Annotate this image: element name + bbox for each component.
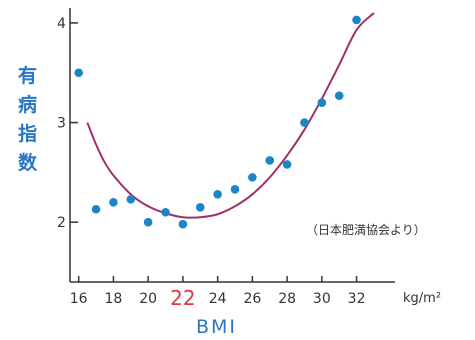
data-points xyxy=(74,15,361,229)
x-tick-label: 28 xyxy=(278,291,296,307)
y-axis-label-char: 数 xyxy=(18,151,38,174)
data-point xyxy=(74,68,83,78)
data-point xyxy=(334,91,344,100)
source-note: （日本肥満協会より） xyxy=(306,222,426,237)
y-axis-label: 有 病 指 数 xyxy=(18,64,38,174)
x-tick-label: 24 xyxy=(209,291,227,307)
data-point xyxy=(265,156,275,165)
x-tick-label: 32 xyxy=(348,291,366,307)
x-tick-label: 20 xyxy=(139,291,157,307)
x-axis-label: BMI xyxy=(196,316,237,338)
data-point xyxy=(248,173,257,182)
x-tick-label-highlight: 22 xyxy=(170,286,195,310)
y-ticks: 2 3 4 xyxy=(57,16,78,231)
data-point xyxy=(109,197,118,207)
x-ticks: 16 18 20 22 24 26 28 30 32 xyxy=(70,276,366,310)
y-tick-label: 3 xyxy=(57,116,66,132)
y-tick-label: 4 xyxy=(57,16,66,32)
x-tick-label: 16 xyxy=(70,291,88,307)
data-point xyxy=(300,118,309,127)
y-axis-label-char: 指 xyxy=(18,123,37,145)
data-point xyxy=(143,217,153,227)
data-point xyxy=(126,195,136,204)
data-point xyxy=(352,15,361,25)
x-axis-unit: kg/m² xyxy=(403,291,441,306)
x-tick-label: 18 xyxy=(105,291,123,307)
x-tick-label: 26 xyxy=(243,291,261,307)
data-point xyxy=(282,160,292,169)
data-point xyxy=(230,185,240,194)
data-point xyxy=(213,190,222,199)
y-axis-label-char: 有 xyxy=(18,64,37,87)
data-point xyxy=(161,207,170,217)
data-point xyxy=(178,219,188,229)
y-tick-label: 2 xyxy=(57,215,66,231)
data-point xyxy=(317,98,327,107)
data-point xyxy=(195,202,205,212)
x-tick-label: 30 xyxy=(313,291,331,307)
fit-curve xyxy=(86,12,375,219)
y-axis-label-char: 病 xyxy=(18,93,37,116)
data-point xyxy=(91,204,101,214)
